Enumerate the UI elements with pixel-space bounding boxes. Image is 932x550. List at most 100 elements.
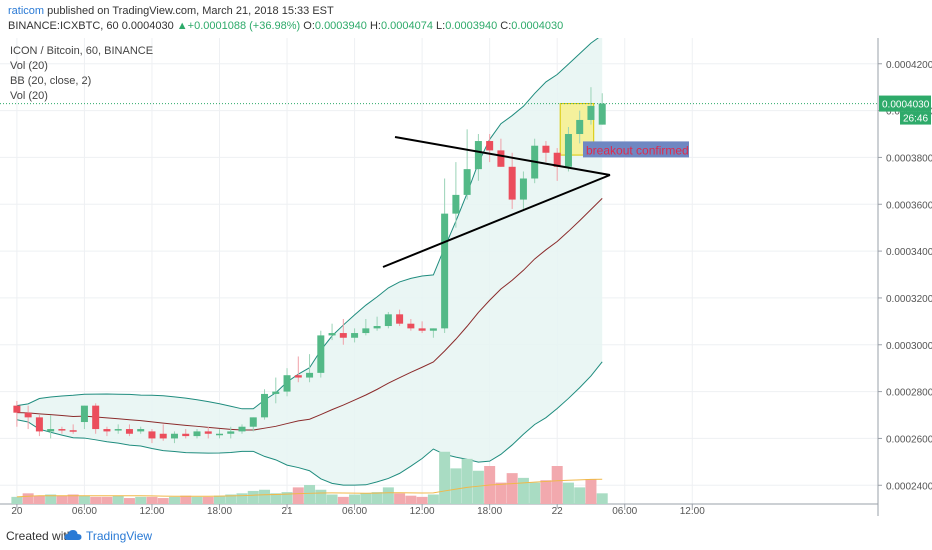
volume-bar [101,496,113,504]
volume-bar [596,493,608,504]
volume-bar [495,482,507,504]
candle-body [429,328,437,331]
volume-bar [540,480,552,504]
y-tick-label: 0.0003600 [886,200,932,211]
volume-bar [33,495,45,504]
price-chart[interactable]: breakout confirmed0.00042000.00040000.00… [0,34,932,517]
y-tick-label: 0.0002400 [886,481,932,492]
candle-body [564,134,572,167]
x-tick-label: 06:00 [612,506,637,516]
tradingview-brand[interactable]: TradingView [86,529,153,543]
x-tick-label: 12:00 [139,506,164,516]
candle-body [238,426,246,432]
chart-area[interactable]: breakout confirmed0.00042000.00040000.00… [0,34,932,517]
bollinger-fill [16,35,603,486]
x-tick-label: 22 [552,506,564,516]
volume-bar [180,495,192,504]
volume-bar [236,493,248,504]
volume-bar [135,496,147,504]
volume-bar [326,494,338,504]
volume-bar [394,493,406,504]
candle-body [103,429,111,432]
symbol-label: BINANCE:ICXBTC, 60 [8,20,119,32]
candle-body [294,375,302,378]
candle-body [587,105,595,120]
volume-bar [247,490,259,504]
legend-symbol[interactable]: ICON / Bitcoin, 60, BINANCE [10,45,154,57]
volume-bar [157,498,169,504]
volume-bar [56,495,68,504]
volume-bar [123,498,135,504]
volume-bar [191,496,203,504]
candle-body [553,152,561,167]
y-tick-label: 0.0003200 [886,294,932,305]
candle-body [497,150,505,167]
bollinger-lower [16,361,603,486]
candle-body [261,393,269,418]
candle-body [317,335,325,373]
volume-bar [315,489,327,504]
volume-bar [78,495,90,504]
candle-body [396,314,404,324]
x-tick-label: 06:00 [342,506,367,516]
candle-body [216,433,223,436]
volume-bar [371,492,383,504]
volume-bar [472,470,484,504]
volume-bar [427,494,439,504]
high-value: 0.0004074 [380,20,433,32]
candle-body [373,326,381,329]
candle-body [35,417,43,432]
author-link[interactable]: raticom [8,5,45,17]
candle-body [182,433,190,437]
cloud-icon-svg [64,530,82,540]
candle-body [114,429,122,431]
volume-bar [45,494,57,504]
volume-bar [22,493,34,504]
candle-body [58,429,66,431]
volume-ma-line [16,478,603,498]
low-label: L: [436,20,446,32]
y-tick-label: 0.0002800 [886,388,932,399]
x-tick-label: 21 [281,506,293,516]
close-value: 0.0004030 [511,20,564,32]
volume-bars [11,451,608,504]
change-value: +0.0001088 (+36.98%) [187,20,301,32]
created-with-label: Created with [6,529,74,543]
breakout-annotation: breakout confirmed [583,141,689,158]
candle-body [137,429,145,432]
volume-bar [585,479,597,504]
candle-body [159,433,167,439]
legend-volume[interactable]: Vol (20) [10,60,48,72]
candle-body [47,429,55,432]
y-tick-label: 0.0004200 [886,60,932,71]
candle-body [384,314,392,327]
candle-body [542,145,550,153]
volume-bar [67,494,79,504]
candle-body [148,431,156,439]
volume-bar [517,477,529,504]
candle-body [92,405,100,430]
legend-bollinger[interactable]: BB (20, close, 2) [10,75,92,87]
x-tick-label: 18:00 [207,506,232,516]
candle-body [24,412,32,418]
candle-body [508,166,516,200]
candle-body [283,375,291,392]
countdown-bg [900,111,931,125]
candle-body [193,431,201,437]
candle-body [463,169,471,195]
volume-bar [450,468,462,504]
x-tick-label: 18:00 [477,506,502,516]
symbol-line: BINANCE:ICXBTC, 60 0.0004030 ▲+0.0001088… [8,20,563,32]
candle-body [170,433,178,439]
candle-body [80,405,88,423]
legend-volume-2[interactable]: Vol (20) [10,90,48,102]
annotation-text: breakout confirmed [586,143,689,157]
volume-bar [461,458,473,504]
candle-body [407,323,415,329]
chart-header: raticom published on TradingView.com, Ma… [0,0,932,36]
volume-bar [259,489,271,504]
tradingview-cloud-icon[interactable] [64,529,82,544]
candle-body [576,119,584,135]
volume-bar [439,451,451,504]
y-tick-label: 0.0003800 [886,153,932,164]
